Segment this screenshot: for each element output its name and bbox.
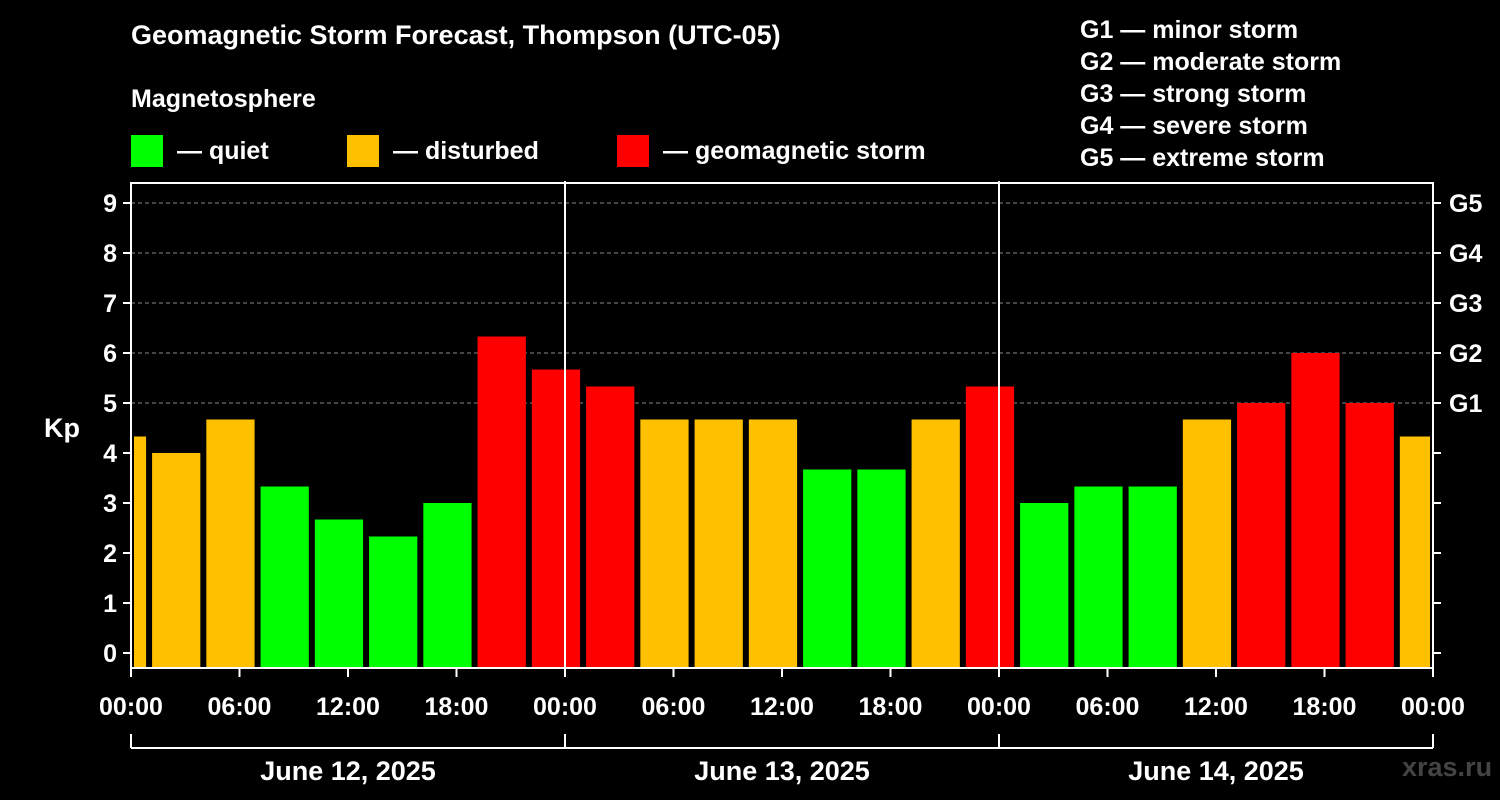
x-tick-label: 00:00 [967, 693, 1031, 721]
bar-22 [1291, 353, 1340, 668]
legend-swatch-disturbed [347, 135, 379, 167]
g-level-label: G5 [1449, 190, 1482, 218]
y-tick-label: 2 [103, 540, 117, 568]
bar-12 [748, 419, 798, 668]
legend-swatch-storm [617, 135, 649, 167]
day-label: June 12, 2025 [260, 756, 436, 786]
bar-7 [477, 336, 526, 668]
bar-11 [694, 419, 743, 668]
bar-14 [857, 469, 906, 668]
g-scale-g3: G3 — strong storm [1080, 80, 1307, 108]
bar-8 [531, 369, 581, 668]
x-tick-label: 12:00 [750, 693, 814, 721]
g-scale-g2: G2 — moderate storm [1080, 48, 1342, 76]
y-tick-label: 9 [103, 190, 117, 218]
x-tick-label: 06:00 [208, 693, 272, 721]
y-tick-label: 3 [103, 490, 117, 518]
y-tick-label: 6 [103, 340, 117, 368]
chart-title: Geomagnetic Storm Forecast, Thompson (UT… [131, 20, 781, 50]
g-level-label: G2 [1449, 340, 1482, 368]
bar-0 [134, 436, 147, 668]
g-scale-g1: G1 — minor storm [1080, 16, 1299, 44]
bar-19 [1128, 486, 1177, 668]
bar-1 [152, 453, 201, 668]
g-level-label: G4 [1449, 240, 1482, 268]
bar-2 [206, 419, 255, 668]
x-tick-label: 12:00 [316, 693, 380, 721]
day-label: June 14, 2025 [1128, 756, 1304, 786]
x-tick-label: 00:00 [533, 693, 597, 721]
y-tick-label: 5 [103, 390, 117, 418]
bar-4 [314, 519, 364, 668]
x-tick-label: 00:00 [99, 693, 163, 721]
x-tick-label: 00:00 [1401, 693, 1465, 721]
x-tick-label: 06:00 [1076, 693, 1140, 721]
bar-21 [1237, 403, 1286, 668]
y-axis-label: Kp [44, 413, 80, 443]
legend-disturbed: — disturbed [347, 135, 539, 167]
legend-swatch-quiet [131, 135, 163, 167]
bar-16 [965, 386, 1015, 668]
chart-subtitle: Magnetosphere [131, 85, 316, 113]
bar-5 [369, 536, 418, 668]
y-tick-label: 7 [103, 290, 117, 318]
bar-24 [1399, 436, 1430, 668]
day-label: June 13, 2025 [694, 756, 870, 786]
bar-6 [423, 503, 472, 668]
legend-quiet: — quiet [131, 135, 269, 167]
g-scale-g4: G4 — severe storm [1080, 112, 1308, 140]
legend-label-storm: — geomagnetic storm [663, 136, 926, 165]
legend-storm: — geomagnetic storm [617, 135, 926, 167]
y-tick-label: 8 [103, 240, 117, 268]
bar-3 [260, 486, 309, 668]
y-tick-label: 0 [103, 640, 117, 668]
y-tick-label: 4 [103, 440, 117, 468]
bar-9 [586, 386, 635, 668]
x-tick-label: 06:00 [642, 693, 706, 721]
bar-10 [640, 419, 689, 668]
bar-15 [911, 419, 960, 668]
g-scale-legend: G1 — minor storm G2 — moderate storm G3 … [1080, 14, 1341, 174]
bar-18 [1074, 486, 1123, 668]
bar-13 [803, 469, 852, 668]
watermark: xras.ru [1402, 752, 1493, 782]
bar-23 [1345, 403, 1394, 668]
bar-17 [1020, 503, 1069, 668]
x-tick-label: 18:00 [859, 693, 923, 721]
bar-20 [1182, 419, 1232, 668]
legend-label-disturbed: — disturbed [393, 136, 539, 165]
y-tick-label: 1 [103, 590, 117, 618]
g-level-label: G3 [1449, 290, 1482, 318]
g-scale-g5: G5 — extreme storm [1080, 144, 1325, 172]
x-tick-label: 18:00 [1293, 693, 1357, 721]
legend-label-quiet: — quiet [177, 136, 269, 165]
x-tick-label: 12:00 [1184, 693, 1248, 721]
x-tick-label: 18:00 [425, 693, 489, 721]
g-level-label: G1 [1449, 390, 1482, 418]
